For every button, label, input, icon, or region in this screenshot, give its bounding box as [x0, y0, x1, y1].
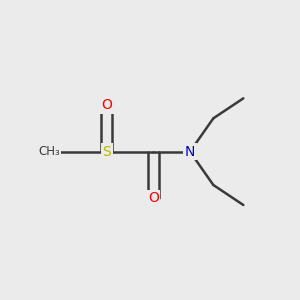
Text: O: O [148, 191, 159, 205]
Text: O: O [101, 98, 112, 112]
Text: S: S [102, 145, 111, 159]
Text: CH₃: CH₃ [38, 145, 60, 158]
Text: N: N [185, 145, 195, 159]
